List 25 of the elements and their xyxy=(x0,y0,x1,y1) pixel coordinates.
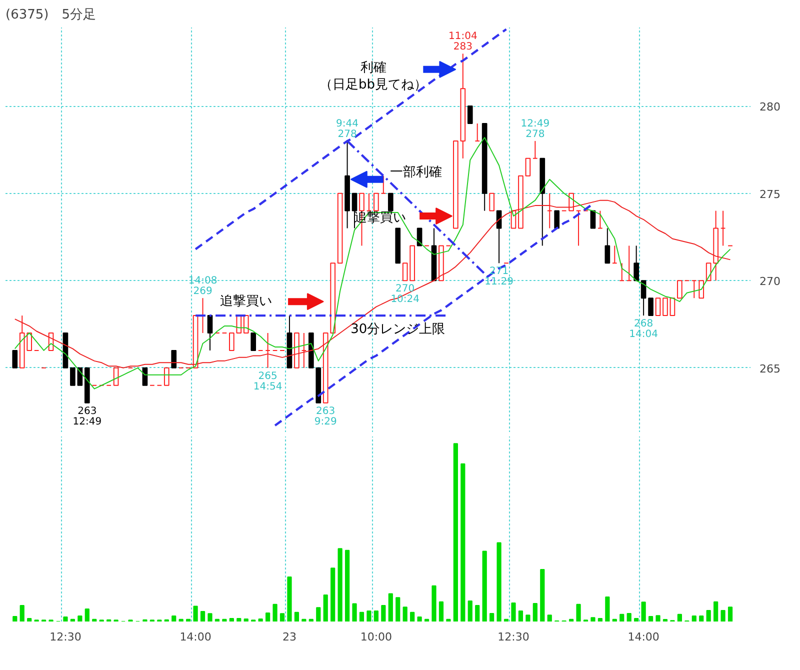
annotation: 一部利確 xyxy=(390,164,442,180)
annotation: 9:44 278 xyxy=(336,118,359,140)
annotation: 263 9:29 xyxy=(314,406,337,428)
annotation: 30分レンジ上限 xyxy=(350,322,446,338)
x-tick-label: 10:00 xyxy=(360,630,392,644)
annotation: 追撃買い xyxy=(220,294,272,310)
y-tick-label: 270 xyxy=(760,275,780,288)
annotation: 12:49 278 xyxy=(520,118,550,140)
annotation: 利確（日足bb見てね） xyxy=(320,60,428,93)
x-tick-label: 23 xyxy=(282,630,296,644)
annotation: 268 14:04 xyxy=(629,318,658,340)
annotation: 271 11:29 xyxy=(484,266,514,288)
chart-title: (6375) 5分足 xyxy=(6,8,96,22)
annotation: 263 12:49 xyxy=(72,406,102,428)
y-tick-label: 265 xyxy=(760,362,780,376)
annotation: 265 14:54 xyxy=(253,370,282,392)
x-tick-label: 14:00 xyxy=(628,630,660,644)
y-tick-label: 275 xyxy=(760,188,780,201)
y-tick-label: 280 xyxy=(760,100,780,114)
x-tick-label: 12:30 xyxy=(50,630,82,644)
annotation: 270 10:24 xyxy=(390,284,420,306)
annotation: 14:08 269 xyxy=(188,276,218,298)
x-tick-label: 14:00 xyxy=(180,630,212,644)
annotation: 11:04 283 xyxy=(448,31,478,53)
x-tick-label: 12:30 xyxy=(498,630,530,644)
